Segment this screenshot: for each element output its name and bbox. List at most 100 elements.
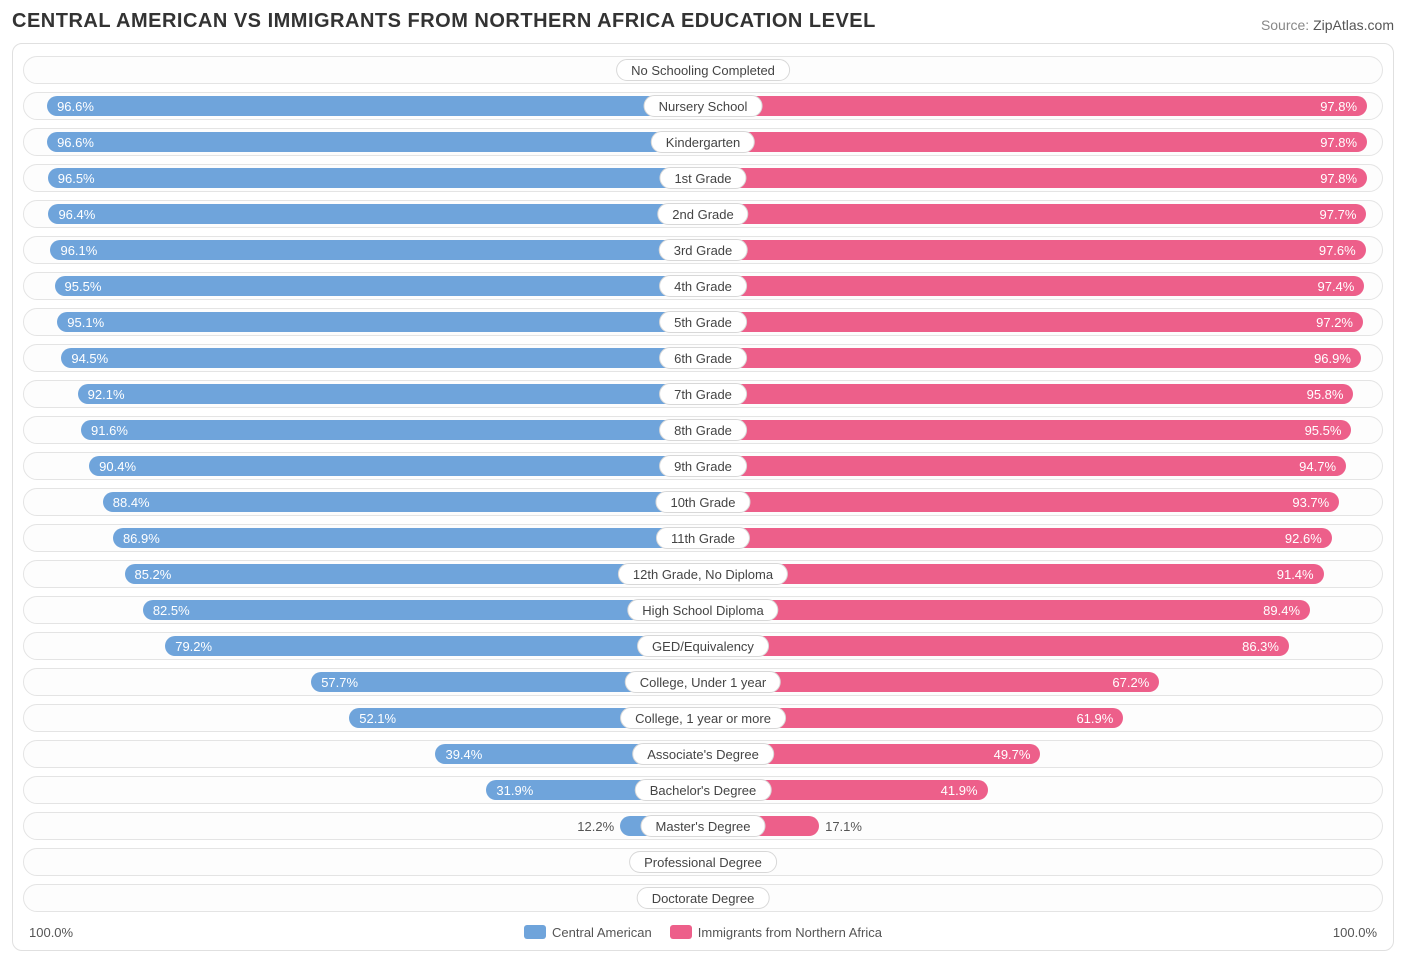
value-left: 92.1% (78, 381, 703, 407)
value-left: 3.4% (24, 57, 680, 83)
value-left: 86.9% (113, 525, 703, 551)
chart-row: 3.6% 5.1%Professional Degree (23, 848, 1383, 876)
value-left: 79.2% (165, 633, 703, 659)
category-label: Doctorate Degree (637, 887, 770, 909)
value-left: 90.4% (89, 453, 703, 479)
value-right: 97.8% (703, 93, 1367, 119)
value-right: 92.6% (703, 525, 1332, 551)
value-left: 12.2% (24, 813, 620, 839)
value-left: 3.6% (24, 849, 679, 875)
value-left: 96.4% (48, 201, 703, 227)
category-label: College, 1 year or more (620, 707, 786, 729)
value-right: 97.8% (703, 129, 1367, 155)
value-right: 2.2% (718, 57, 1382, 83)
chart-row: 95.5%97.4%4th Grade (23, 272, 1383, 300)
category-label: 10th Grade (655, 491, 750, 513)
value-left: 82.5% (143, 597, 703, 623)
chart-row: 82.5%89.4%High School Diploma (23, 596, 1383, 624)
chart-row: 57.7%67.2%College, Under 1 year (23, 668, 1383, 696)
chart-row: 79.2%86.3%GED/Equivalency (23, 632, 1383, 660)
legend-label-right: Immigrants from Northern Africa (698, 925, 882, 940)
category-label: 1st Grade (659, 167, 746, 189)
category-label: Associate's Degree (632, 743, 774, 765)
chart-row: 96.5%97.8%1st Grade (23, 164, 1383, 192)
chart-row: 12.2% 17.1% Master's Degree (23, 812, 1383, 840)
value-left: 96.5% (48, 165, 703, 191)
value-left: 96.1% (50, 237, 703, 263)
category-label: 12th Grade, No Diploma (618, 563, 788, 585)
category-label: 3rd Grade (659, 239, 748, 261)
category-label: GED/Equivalency (637, 635, 769, 657)
value-left: 95.5% (55, 273, 703, 299)
page-title: CENTRAL AMERICAN VS IMMIGRANTS FROM NORT… (12, 10, 876, 33)
value-left: 88.4% (103, 489, 703, 515)
value-right: 97.2% (703, 309, 1363, 335)
chart-row: 31.9%41.9%Bachelor's Degree (23, 776, 1383, 804)
category-label: 4th Grade (659, 275, 747, 297)
value-right: 93.7% (703, 489, 1339, 515)
value-left: 85.2% (124, 561, 703, 587)
category-label: High School Diploma (627, 599, 778, 621)
chart-row: 91.6%95.5%8th Grade (23, 416, 1383, 444)
category-label: Kindergarten (651, 131, 755, 153)
chart-row: 92.1%95.8%7th Grade (23, 380, 1383, 408)
category-label: 9th Grade (659, 455, 747, 477)
chart-row: 96.4%97.7%2nd Grade (23, 200, 1383, 228)
value-right: 2.1% (717, 885, 1382, 911)
value-right: 5.1% (738, 849, 1382, 875)
category-label: 6th Grade (659, 347, 747, 369)
category-label: Master's Degree (641, 815, 766, 837)
value-right: 91.4% (703, 561, 1324, 587)
chart-row: 86.9%92.6%11th Grade (23, 524, 1383, 552)
category-label: Bachelor's Degree (635, 779, 772, 801)
value-right: 95.8% (703, 381, 1353, 407)
chart-row: 94.5%96.9%6th Grade (23, 344, 1383, 372)
value-right: 96.9% (703, 345, 1361, 371)
value-left: 96.6% (47, 129, 703, 155)
axis-max-right: 100.0% (882, 925, 1383, 940)
value-right: 97.8% (703, 165, 1367, 191)
chart-row: 96.1%97.6%3rd Grade (23, 236, 1383, 264)
chart-row: 88.4%93.7%10th Grade (23, 488, 1383, 516)
value-right: 17.1% (819, 813, 1382, 839)
category-label: Professional Degree (629, 851, 777, 873)
legend-row: 100.0% Central American Immigrants from … (23, 920, 1383, 944)
value-right: 97.6% (703, 237, 1366, 263)
chart-row: 52.1%61.9%College, 1 year or more (23, 704, 1383, 732)
chart-row: 1.5% 2.1%Doctorate Degree (23, 884, 1383, 912)
category-label: 5th Grade (659, 311, 747, 333)
value-left: 1.5% (24, 885, 693, 911)
source-name: ZipAtlas.com (1313, 17, 1394, 33)
category-label: 7th Grade (659, 383, 747, 405)
legend-center: Central American Immigrants from Norther… (524, 925, 882, 940)
header: CENTRAL AMERICAN VS IMMIGRANTS FROM NORT… (12, 10, 1394, 33)
value-left: 96.6% (47, 93, 703, 119)
legend-item-left: Central American (524, 925, 652, 940)
value-right: 94.7% (703, 453, 1346, 479)
category-label: College, Under 1 year (625, 671, 781, 693)
category-label: 2nd Grade (657, 203, 748, 225)
chart-row: 3.4% 2.2%No Schooling Completed (23, 56, 1383, 84)
education-diverging-bar-chart: 3.4%2.2%No Schooling Completed96.6%97.8%… (12, 43, 1394, 951)
source-attribution: Source: ZipAtlas.com (1261, 17, 1394, 33)
chart-row: 90.4%94.7%9th Grade (23, 452, 1383, 480)
value-right: 95.5% (703, 417, 1351, 443)
value-left: 94.5% (61, 345, 703, 371)
legend-swatch-right (670, 925, 692, 939)
value-right: 97.7% (703, 201, 1366, 227)
category-label: 8th Grade (659, 419, 747, 441)
axis-max-left: 100.0% (23, 925, 524, 940)
value-right: 89.4% (703, 597, 1310, 623)
value-left: 95.1% (57, 309, 703, 335)
legend-swatch-left (524, 925, 546, 939)
category-label: No Schooling Completed (616, 59, 790, 81)
legend-item-right: Immigrants from Northern Africa (670, 925, 882, 940)
value-left: 91.6% (81, 417, 703, 443)
chart-row: 96.6%97.8%Kindergarten (23, 128, 1383, 156)
legend-label-left: Central American (552, 925, 652, 940)
category-label: 11th Grade (656, 527, 750, 549)
chart-row: 96.6%97.8%Nursery School (23, 92, 1383, 120)
category-label: Nursery School (644, 95, 763, 117)
value-right: 86.3% (703, 633, 1289, 659)
chart-row: 85.2%91.4%12th Grade, No Diploma (23, 560, 1383, 588)
